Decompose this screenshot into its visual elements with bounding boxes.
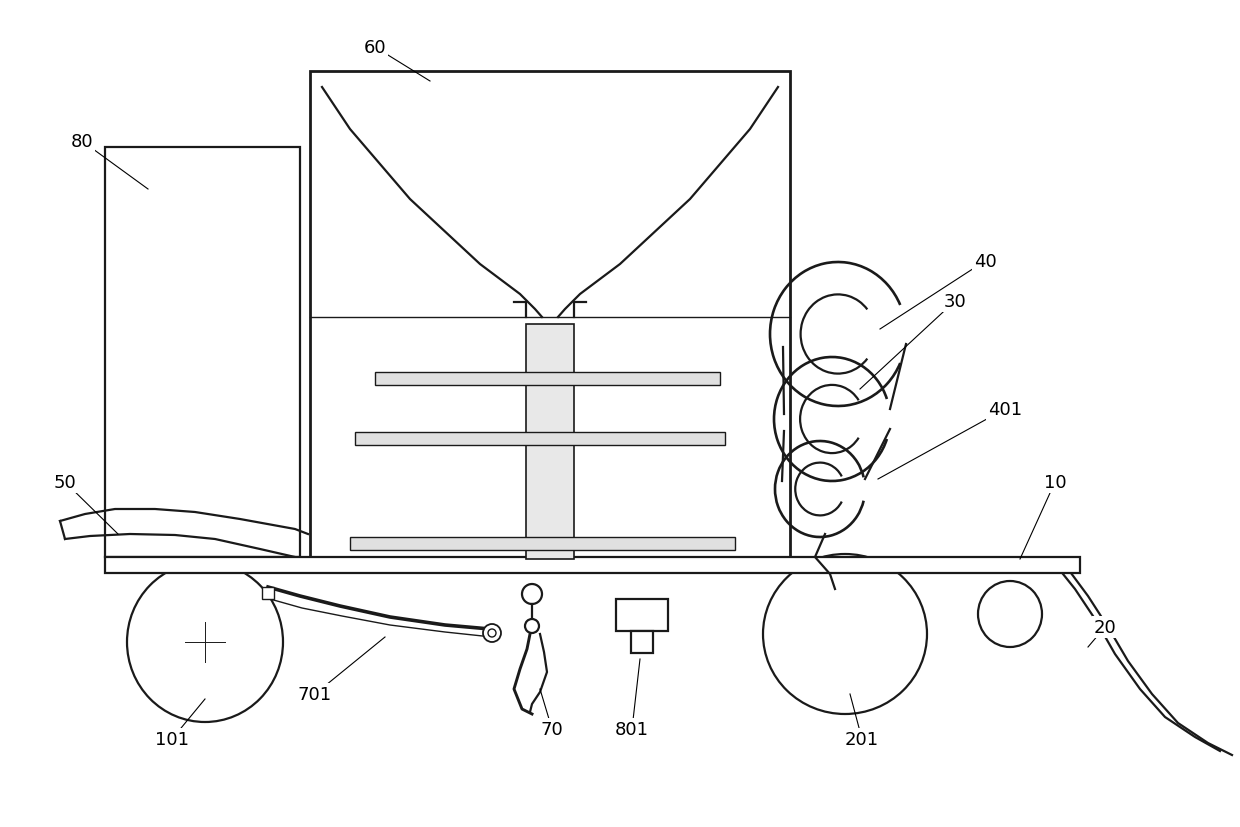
Ellipse shape — [978, 581, 1042, 648]
Circle shape — [489, 629, 496, 638]
Text: 80: 80 — [71, 133, 93, 151]
Bar — [105, 148, 300, 557]
Text: 20: 20 — [1094, 619, 1116, 636]
Text: 801: 801 — [615, 720, 649, 739]
Text: 101: 101 — [155, 730, 188, 748]
Ellipse shape — [763, 554, 928, 715]
Circle shape — [522, 585, 542, 605]
Text: 701: 701 — [298, 686, 332, 703]
Bar — [262, 587, 274, 600]
Bar — [526, 325, 574, 559]
Circle shape — [525, 619, 539, 633]
Bar — [350, 538, 735, 550]
Bar — [616, 600, 668, 631]
Text: 30: 30 — [944, 293, 966, 311]
Text: 50: 50 — [53, 473, 77, 491]
Text: 201: 201 — [844, 730, 879, 748]
Text: 10: 10 — [1044, 473, 1066, 491]
Text: 40: 40 — [973, 253, 997, 270]
Text: 401: 401 — [988, 400, 1022, 418]
Bar — [355, 433, 725, 446]
Text: 70: 70 — [541, 720, 563, 739]
Bar — [105, 557, 1080, 573]
Bar — [631, 631, 653, 653]
Ellipse shape — [126, 562, 283, 722]
Circle shape — [484, 624, 501, 643]
Text: 60: 60 — [363, 39, 387, 57]
Bar — [374, 372, 720, 385]
Bar — [310, 72, 790, 558]
